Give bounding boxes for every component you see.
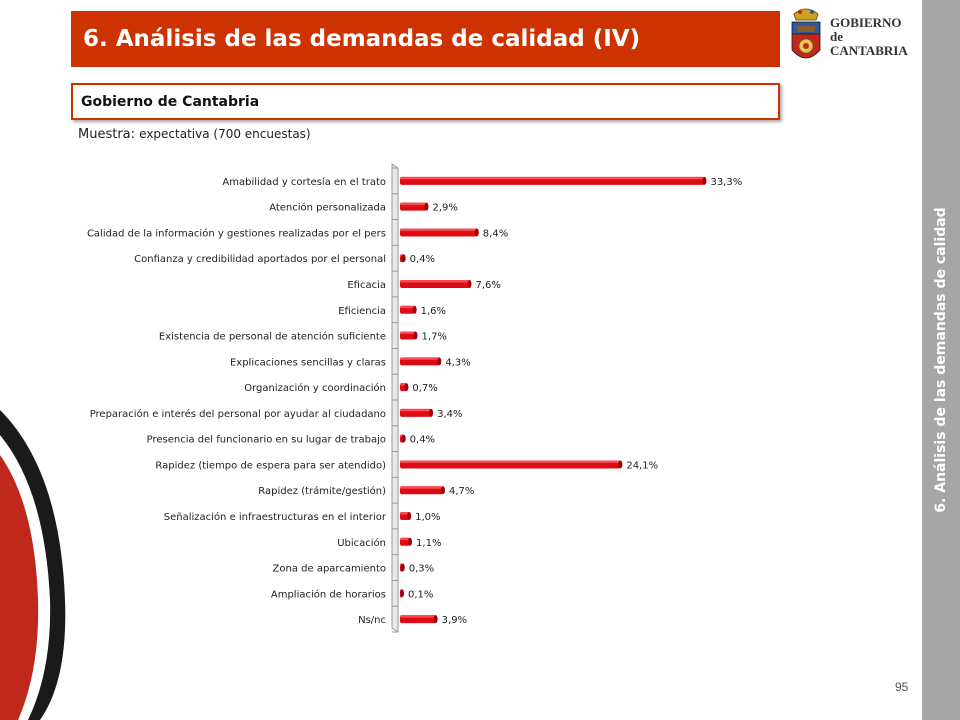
- bar-end-cap: [407, 512, 412, 520]
- bar-highlight: [400, 486, 443, 489]
- data-label: 0,4%: [410, 435, 435, 446]
- category-label: Señalización e infraestructuras en el in…: [164, 511, 387, 523]
- bar-end-cap: [408, 537, 413, 546]
- data-label: 4,7%: [449, 486, 474, 497]
- data-label: 1,0%: [415, 512, 440, 523]
- category-label: Existencia de personal de atención sufic…: [159, 331, 386, 343]
- data-label: 1,6%: [421, 306, 446, 317]
- bar-highlight: [400, 280, 470, 283]
- category-label: Eficacia: [347, 280, 386, 291]
- logo-line-3: CANTABRIA: [830, 43, 908, 58]
- bar-highlight: [400, 176, 705, 180]
- bar-end-cap: [424, 202, 429, 211]
- sample-text: expectativa (700 encuestas): [139, 127, 311, 141]
- category-label: Ampliación de horarios: [271, 588, 386, 600]
- coat-of-arms-icon: [791, 8, 821, 59]
- page-title: 6. Análisis de las demandas de calidad (…: [71, 11, 780, 67]
- category-label: Preparación e interés del personal por a…: [90, 408, 386, 420]
- data-label: 1,7%: [422, 332, 447, 343]
- page-number: 95: [895, 680, 909, 694]
- data-label: 8,4%: [483, 228, 508, 239]
- bar-end-cap: [467, 280, 472, 288]
- bar-end-cap: [440, 486, 445, 495]
- logo-line-1: GOBIERNO: [830, 15, 902, 30]
- category-label: Rapidez (tiempo de espera para ser atend…: [155, 460, 386, 471]
- bar-end-cap: [429, 408, 434, 417]
- category-label: Ubicación: [337, 537, 386, 549]
- category-label: Eficiencia: [338, 306, 386, 317]
- data-label: 3,4%: [437, 409, 462, 420]
- bar-end-cap: [412, 305, 417, 314]
- bar-end-cap: [404, 383, 409, 392]
- logo-text: GOBIERNO de CANTABRIA: [830, 16, 908, 58]
- bar-end-cap: [401, 434, 406, 443]
- category-label: Atención personalizada: [269, 202, 386, 214]
- bar-highlight: [400, 331, 416, 335]
- data-label: 2,9%: [433, 203, 458, 214]
- sample-prefix: Muestra:: [78, 127, 136, 142]
- data-label: 0,4%: [410, 254, 435, 265]
- bar-highlight: [400, 537, 411, 541]
- bar-highlight: [400, 512, 410, 515]
- side-band: [922, 0, 960, 720]
- bar-highlight: [400, 305, 415, 309]
- decorative-curves: [0, 410, 66, 720]
- data-label: 0,7%: [412, 383, 437, 394]
- bar-highlight: [400, 202, 427, 206]
- bar-end-cap: [400, 563, 405, 572]
- category-label: Zona de aparcamiento: [273, 564, 386, 575]
- data-label: 3,9%: [442, 615, 467, 626]
- bar-end-cap: [437, 357, 442, 366]
- bar-highlight: [400, 615, 436, 618]
- y-axis-wall: [391, 163, 399, 633]
- data-label: 33,3%: [710, 177, 742, 188]
- side-section-label: 6. Análisis de las demandas de calidad: [933, 207, 949, 513]
- subtitle-box: Gobierno de Cantabria: [71, 83, 780, 120]
- bar-end-cap: [413, 331, 418, 340]
- sample-note: Muestra: expectativa (700 encuestas): [78, 127, 311, 142]
- category-label: Rapidez (trámite/gestión): [258, 485, 386, 497]
- data-label: 0,1%: [408, 589, 433, 600]
- category-label: Amabilidad y cortesía en el trato: [222, 176, 386, 188]
- bar-chart: Amabilidad y cortesía en el trato 33,3% At…: [87, 163, 742, 633]
- gobierno-cantabria-logo: GOBIERNO de CANTABRIA: [786, 6, 920, 74]
- bar-end-cap: [474, 228, 479, 237]
- category-label: Presencia del funcionario en su lugar de…: [147, 435, 386, 446]
- category-label: Calidad de la información y gestiones re…: [87, 227, 386, 239]
- bar-highlight: [400, 408, 432, 412]
- data-label: 1,1%: [416, 538, 441, 549]
- bar-highlight: [400, 460, 621, 463]
- bar-end-cap: [433, 615, 438, 624]
- data-label: 24,1%: [626, 460, 658, 471]
- data-label: 4,3%: [445, 357, 470, 368]
- data-label: 7,6%: [475, 280, 500, 291]
- data-label: 0,3%: [409, 564, 434, 575]
- category-label: Confianza y credibilidad aportados por e…: [134, 254, 386, 265]
- page-title-text: 6. Análisis de las demandas de calidad (…: [83, 26, 641, 52]
- bar-highlight: [400, 228, 477, 231]
- bar-end-cap: [702, 176, 707, 185]
- logo-line-2: de: [830, 29, 843, 44]
- bar-highlight: [400, 357, 440, 360]
- category-label: Explicaciones sencillas y claras: [230, 357, 386, 368]
- category-label: Organización y coordinación: [244, 382, 386, 394]
- subtitle-text: Gobierno de Cantabria: [81, 93, 260, 110]
- bar-end-cap: [618, 460, 623, 469]
- bar-end-cap: [401, 254, 406, 263]
- bar-end-cap: [400, 589, 404, 598]
- category-label: Ns/nc: [358, 615, 386, 626]
